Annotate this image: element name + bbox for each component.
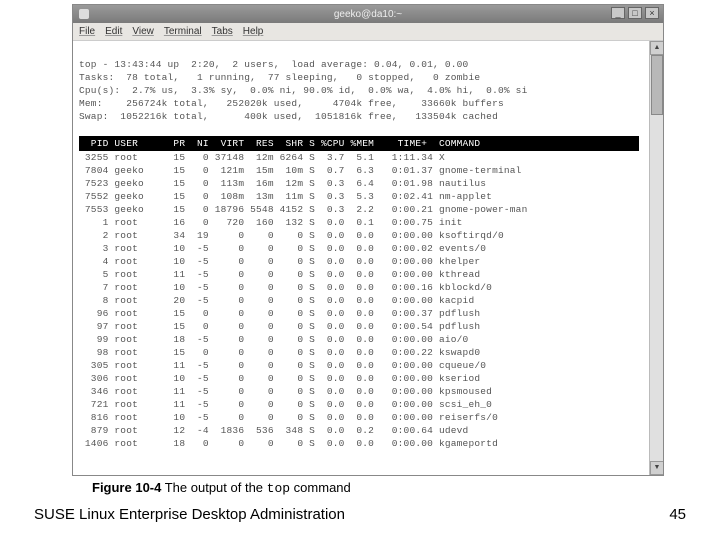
- slide-footer: SUSE Linux Enterprise Desktop Administra…: [34, 506, 345, 523]
- menu-help[interactable]: Help: [243, 26, 264, 37]
- menu-view[interactable]: View: [132, 26, 154, 37]
- menu-file[interactable]: File: [79, 26, 95, 37]
- minimize-button[interactable]: _: [611, 7, 625, 19]
- caption-text-b: command: [290, 480, 351, 495]
- top-mem-line: Mem: 256724k total, 252020k used, 4704k …: [79, 98, 504, 109]
- close-button[interactable]: ×: [645, 7, 659, 19]
- terminal-window: geeko@da10:~ _ □ × File Edit View Termin…: [72, 4, 664, 476]
- menu-terminal[interactable]: Terminal: [164, 26, 202, 37]
- terminal-body: top - 13:43:44 up 2:20, 2 users, load av…: [73, 41, 663, 475]
- top-uptime-line: top - 13:43:44 up 2:20, 2 users, load av…: [79, 59, 468, 70]
- app-icon: [79, 9, 89, 19]
- maximize-button[interactable]: □: [628, 7, 642, 19]
- scroll-down-arrow[interactable]: ▼: [650, 461, 663, 475]
- scroll-up-arrow[interactable]: ▲: [650, 41, 663, 55]
- scroll-thumb[interactable]: [651, 55, 663, 115]
- page-number: 45: [669, 506, 686, 523]
- window-controls: _ □ ×: [611, 7, 659, 19]
- figure-number: Figure 10-4: [92, 480, 161, 495]
- caption-command: top: [267, 481, 290, 496]
- window-titlebar[interactable]: geeko@da10:~ _ □ ×: [73, 5, 663, 23]
- top-cpu-line: Cpu(s): 2.7% us, 3.3% sy, 0.0% ni, 90.0%…: [79, 85, 527, 96]
- top-column-header: PID USER PR NI VIRT RES SHR S %CPU %MEM …: [79, 136, 639, 151]
- top-swap-line: Swap: 1052216k total, 400k used, 1051816…: [79, 111, 498, 122]
- menu-bar: File Edit View Terminal Tabs Help: [73, 23, 663, 41]
- terminal-output: top - 13:43:44 up 2:20, 2 users, load av…: [73, 41, 663, 454]
- menu-edit[interactable]: Edit: [105, 26, 122, 37]
- process-rows: 3255 root 15 0 37148 12m 6264 S 3.7 5.1 …: [79, 152, 527, 449]
- figure-caption: Figure 10-4 The output of the top comman…: [92, 480, 351, 496]
- window-title: geeko@da10:~: [334, 9, 402, 20]
- caption-text-a: The output of the: [161, 480, 266, 495]
- menu-tabs[interactable]: Tabs: [212, 26, 233, 37]
- top-tasks-line: Tasks: 78 total, 1 running, 77 sleeping,…: [79, 72, 480, 83]
- vertical-scrollbar[interactable]: ▲ ▼: [649, 41, 663, 475]
